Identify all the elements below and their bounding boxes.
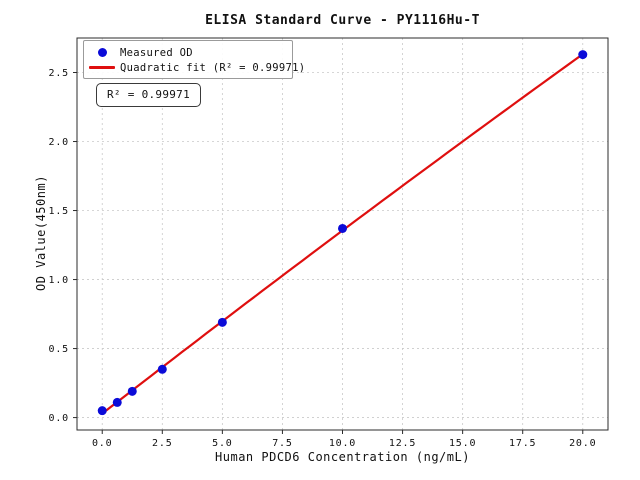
x-tick-label: 0.0 [92,438,112,449]
legend-item-quadratic-fit: Quadratic fit (R² = 0.99971) [84,60,305,75]
x-axis-label: Human PDCD6 Concentration (ng/mL) [215,450,470,464]
legend: Measured OD Quadratic fit (R² = 0.99971) [83,40,305,79]
y-axis-label: OD Value(450nm) [34,175,48,291]
data-point [338,223,347,233]
y-tick-label: 2.5 [49,68,69,79]
scatter-marker-icon [97,48,107,57]
y-tick-label: 0.5 [49,344,69,355]
line-marker-icon [89,66,115,69]
x-tick-label: 10.0 [329,438,356,449]
x-tick-label: 17.5 [509,438,536,449]
y-tick-label: 1.5 [49,206,69,217]
y-tick-label: 0.0 [49,413,69,424]
legend-marker-cell [84,48,120,57]
x-tick-label: 2.5 [152,438,172,449]
chart-title: ELISA Standard Curve - PY1116Hu-T [205,13,480,28]
r-squared-annotation: R² = 0.99971 [96,83,201,107]
x-tick-label: 12.5 [389,438,416,449]
x-tick-label: 7.5 [272,438,292,449]
legend-label-measured-od: Measured OD [120,46,193,59]
data-point [217,317,227,327]
y-tick-label: 2.0 [49,137,69,148]
data-point [578,50,588,60]
data-point [127,386,137,396]
x-tick-label: 5.0 [212,438,232,449]
data-point [157,364,167,374]
data-point [112,397,122,407]
y-tick-label: 1.0 [49,275,69,286]
x-tick-label: 20.0 [569,438,596,449]
data-point [97,406,107,416]
legend-label-quadratic-fit: Quadratic fit (R² = 0.99971) [120,61,306,74]
legend-marker-cell [84,66,120,69]
x-tick-label: 15.0 [449,438,476,449]
legend-item-measured-od: Measured OD [84,45,292,60]
